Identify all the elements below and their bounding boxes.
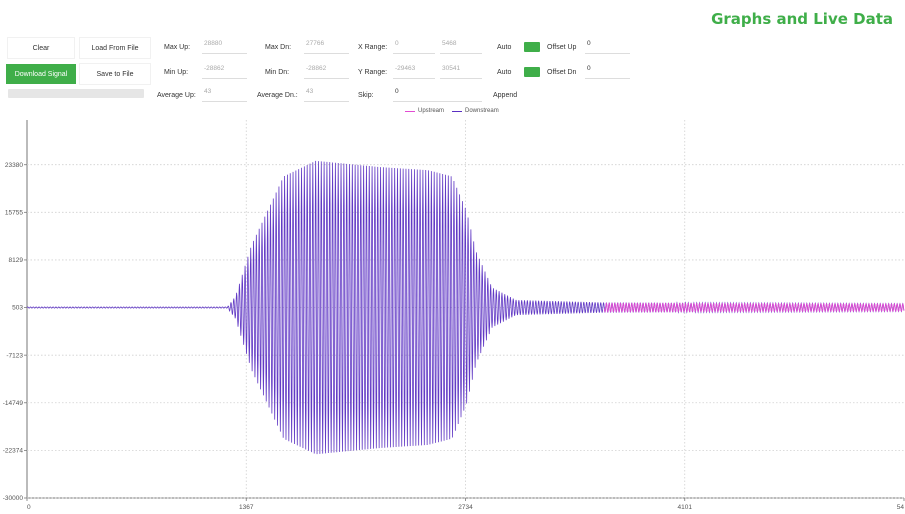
legend-item-upstream[interactable]: Upstream [405,108,444,114]
min-dn-label: Min Dn: [265,69,290,76]
y-tick-label: -30000 [3,495,24,502]
save-to-file-button[interactable]: Save to File [80,64,150,84]
average-dn-label: Average Dn.: [257,92,298,99]
x-tick-label: 2734 [458,504,473,511]
x-range-min-input[interactable]: 0 [393,40,435,54]
x-tick-label: 0 [27,504,31,511]
max-up-label: Max Up: [164,44,191,51]
y-tick-label: -7123 [6,352,23,359]
y-tick-label: -14749 [3,400,24,407]
max-dn-label: Max Dn: [265,44,292,51]
clear-button[interactable]: Clear [8,38,74,58]
auto-y-label: Auto [497,69,512,76]
signal-chart[interactable]: 23380 15755 8129 503 -7123 -14749 -22374 -30000… [0,112,905,514]
y-tick-label: 15755 [5,210,23,217]
x-range-max-input[interactable]: 5468 [440,40,482,54]
max-up-field: 28880 [202,40,247,54]
offset-up-label: Offset Up [547,44,577,51]
x-tick-label: 1367 [239,504,254,511]
page-title: Graphs and Live Data [711,10,893,28]
y-range-min-input[interactable]: -29463 [393,65,435,79]
x-range-label: X Range: [358,44,388,51]
auto-x-checkbox[interactable] [524,42,540,52]
auto-y-checkbox[interactable] [524,67,540,77]
offset-up-input[interactable]: 0 [585,40,630,54]
y-tick-label: 503 [12,305,23,312]
average-up-label: Average Up: [157,92,196,99]
skip-label: Skip: [358,92,374,99]
y-tick-label: 8129 [9,257,24,264]
y-range-label: Y Range: [358,69,388,76]
min-up-label: Min Up: [164,69,189,76]
series-upstream-line [603,302,905,313]
legend-item-downstream[interactable]: Downstream [452,108,499,114]
chart-legend: Upstream Downstream [405,108,499,114]
legend-downstream-label: Downstream [465,108,499,114]
append-label[interactable]: Append [493,92,518,99]
max-dn-field: 27766 [304,40,349,54]
auto-x-label: Auto [497,44,512,51]
average-up-field: 43 [202,88,247,102]
skip-input[interactable]: 0 [393,88,482,102]
legend-upstream-label: Upstream [418,108,445,114]
x-tick-label: 54 [897,504,905,511]
offset-dn-label: Offset Dn [547,69,577,76]
downstream-swatch [452,110,463,112]
average-dn-field: 43 [304,88,349,102]
upstream-swatch [405,110,415,112]
download-signal-button[interactable]: Download Signal [6,64,76,84]
min-up-field: -28862 [202,65,247,79]
x-tick-label: 4101 [678,504,693,511]
min-dn-field: -28862 [304,65,349,79]
download-progress-bar [8,89,144,98]
y-range-max-input[interactable]: 30541 [440,65,482,79]
load-from-file-button[interactable]: Load From File [80,38,150,58]
offset-dn-input[interactable]: 0 [585,65,630,79]
y-tick-label: -22374 [3,448,24,455]
y-tick-label: 23380 [5,162,23,169]
